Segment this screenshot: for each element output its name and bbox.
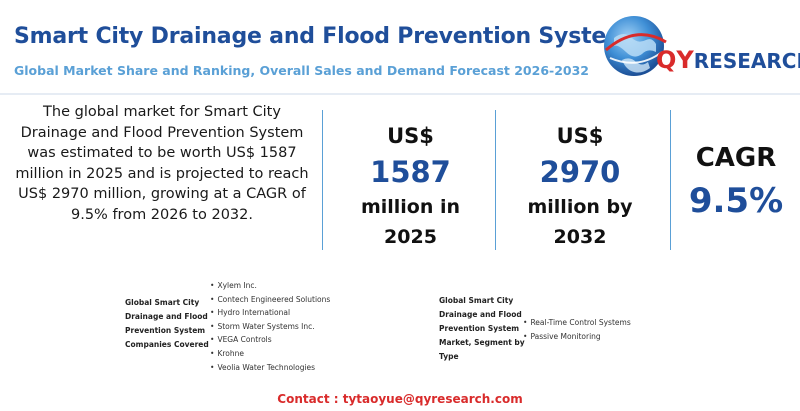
qyresearch-logo[interactable]: QYRESEARCH xyxy=(600,8,800,88)
cagr-value: 9.5% xyxy=(688,181,784,221)
market-description: The global market for Smart City Drainag… xyxy=(15,104,309,223)
stat-value: 1587 xyxy=(370,155,451,189)
label-line: Drainage and Flood xyxy=(439,310,522,319)
logo-prefix: QY xyxy=(656,46,694,74)
stat-unit-line2: 2025 xyxy=(384,226,437,248)
label-line: Global Smart City xyxy=(439,296,514,305)
contact-email[interactable]: Contact : tytaoyue@qyresearch.com xyxy=(277,392,523,406)
label-line: Market, Segment by xyxy=(439,338,525,347)
cagr-label: CAGR xyxy=(695,143,777,173)
divider xyxy=(495,110,496,250)
cagr-stat: CAGR 9.5% xyxy=(672,140,800,226)
divider xyxy=(322,110,323,250)
label-line: Prevention System xyxy=(439,324,520,333)
stat-unit-line2: 2032 xyxy=(553,226,607,248)
label-line: Prevention System xyxy=(125,326,206,335)
page-title: Smart City Drainage and Flood Prevention… xyxy=(14,24,629,49)
companies-label: Global Smart City Drainage and Flood Pre… xyxy=(125,296,209,352)
header: Smart City Drainage and Flood Prevention… xyxy=(0,0,800,92)
list-item: Krohne xyxy=(210,347,330,361)
label-line: Drainage and Flood xyxy=(125,312,208,321)
stat-unit-line1: million by xyxy=(527,196,633,218)
logo-suffix: RESEARCH xyxy=(693,49,800,73)
list-item: Passive Monitoring xyxy=(523,330,631,344)
companies-list: Xylem Inc. Contech Engineered Solutions … xyxy=(210,279,330,374)
list-item: Contech Engineered Solutions xyxy=(210,293,330,307)
label-line: Companies Covered xyxy=(125,340,209,349)
list-item: Real-Time Control Systems xyxy=(523,316,630,330)
label-line: Global Smart City xyxy=(125,298,200,307)
list-item: Xylem Inc. xyxy=(210,279,330,293)
stat-value: 2970 xyxy=(539,155,621,189)
globe-icon xyxy=(604,16,667,76)
stat-2032: US$ 2970 million by 2032 xyxy=(500,120,660,252)
label-line: Type xyxy=(439,352,459,361)
list-item: Veolia Water Technologies xyxy=(210,361,330,375)
list-item: Storm Water Systems Inc. xyxy=(210,320,330,334)
stat-currency: US$ xyxy=(387,124,434,148)
summary-band xyxy=(0,93,800,266)
stat-2025: US$ 1587 million in 2025 xyxy=(333,120,488,252)
list-item: Hydro International xyxy=(210,306,330,320)
divider xyxy=(670,110,671,250)
segments-label: Global Smart City Drainage and Flood Pre… xyxy=(439,294,525,364)
page-subtitle: Global Market Share and Ranking, Overall… xyxy=(14,63,589,78)
stat-currency: US$ xyxy=(556,124,604,148)
logo-text: QYRESEARCH xyxy=(656,46,800,74)
stat-unit-line1: million in xyxy=(360,196,461,218)
segments-list: Real-Time Control Systems Passive Monito… xyxy=(523,316,631,344)
list-item: VEGA Controls xyxy=(210,333,330,347)
